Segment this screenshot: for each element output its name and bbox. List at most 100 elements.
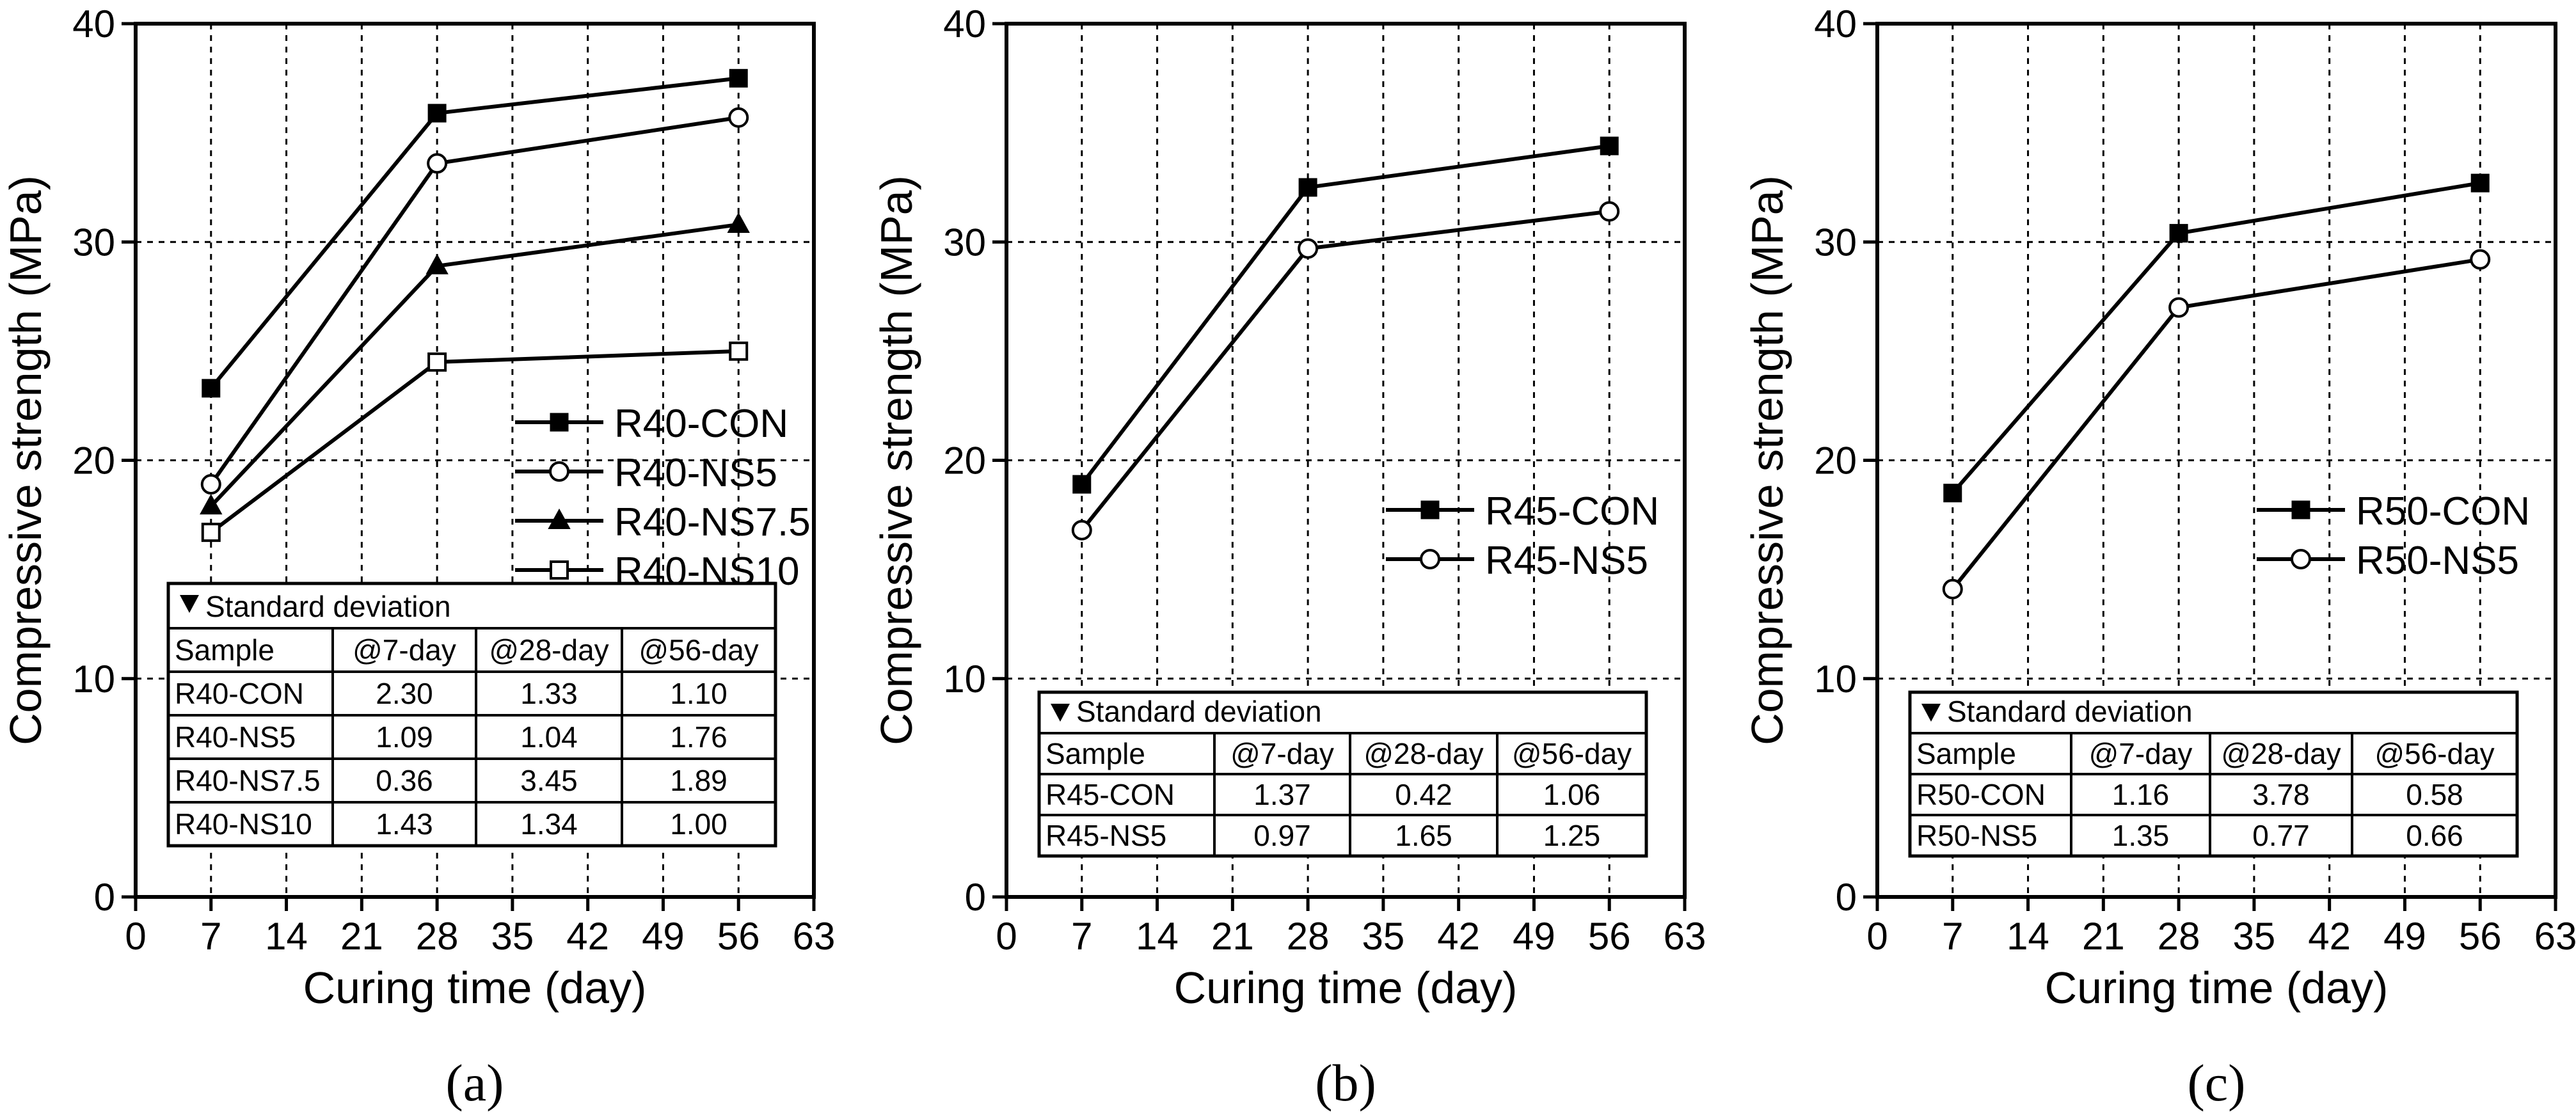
sd-table-cell: 1.89 [670, 764, 727, 797]
x-axis-title: Curing time (day) [1174, 963, 1518, 1013]
y-axis-title: Compressive strength (MPa) [1742, 175, 1792, 745]
legend-label: R50-NS5 [2356, 539, 2519, 583]
legend-marker [550, 560, 569, 580]
y-tick-label: 0 [94, 876, 115, 919]
x-tick-label: 14 [2007, 915, 2049, 958]
sd-table-cell: 1.10 [670, 677, 727, 710]
y-tick-label: 30 [943, 221, 986, 264]
sd-table-cell: 3.78 [2252, 778, 2310, 811]
plot-frame [134, 22, 816, 899]
legend-marker [1420, 549, 1440, 569]
sd-table-cell: 0.66 [2406, 819, 2463, 852]
sd-table-cell: 1.16 [2112, 778, 2170, 811]
x-tick-label: 49 [642, 915, 685, 958]
legend-label: R45-NS5 [1485, 539, 1648, 583]
series-r40-con [202, 68, 748, 398]
legend-label: R40-CON [614, 402, 788, 446]
chart-panel-a: 0 7 14 21 28 35 42 49 56 63 0 10 20 30 40 Curing time (… [1, 3, 835, 1112]
data-point [202, 379, 221, 398]
data-point [1298, 238, 1319, 259]
chart-panel-c: 0 7 14 21 28 35 42 49 56 63 0 10 20 30 40 Curing time (… [1742, 3, 2576, 1112]
sd-table-title: Standard deviation [1076, 695, 1322, 728]
series-r40-ns10 [201, 341, 749, 543]
sd-table-cell: R40-NS7.5 [175, 764, 321, 797]
series-line [1951, 181, 2481, 495]
x-tick-label: 49 [2383, 915, 2426, 958]
x-tick-label: 35 [2233, 915, 2276, 958]
y-tick-label: 0 [965, 876, 986, 919]
data-point [1600, 136, 1619, 155]
x-tick-label: 63 [2534, 915, 2576, 958]
x-axis-title: Curing time (day) [303, 963, 647, 1013]
sd-table: Standard deviation Sample @7-day @28-day @56… [1037, 690, 1648, 858]
data-point [729, 341, 749, 361]
series-r50-ns5 [1942, 249, 2491, 599]
x-tick-label: 28 [1287, 915, 1330, 958]
sd-table-header: Sample [175, 633, 274, 667]
sd-table-cell: 0.77 [2252, 819, 2310, 852]
x-tick-label: 21 [2082, 915, 2125, 958]
sd-table-header: @7-day [1230, 737, 1334, 770]
x-tick-label: 35 [1362, 915, 1405, 958]
sd-table-cell: R50-CON [1916, 778, 2046, 811]
series-r40-ns7-5 [200, 212, 750, 515]
sd-table-title: Standard deviation [205, 590, 451, 623]
x-tick-label: 14 [265, 915, 308, 958]
data-point [425, 253, 449, 274]
data-point [728, 107, 749, 128]
sd-table-cell: 1.34 [520, 807, 578, 841]
data-point [1942, 578, 1963, 599]
legend-label: R40-NS5 [614, 451, 777, 495]
sd-table-title: Standard deviation [1947, 695, 2193, 728]
series-r45-con [1072, 136, 1619, 494]
sd-table-cell: 1.00 [670, 807, 727, 841]
sd-table-header: @28-day [489, 633, 608, 667]
series-r45-ns5 [1071, 201, 1620, 541]
x-tick-label: 21 [1211, 915, 1254, 958]
x-tick-label: 35 [491, 915, 534, 958]
data-point [1072, 475, 1092, 494]
x-tick-label: 49 [1513, 915, 1555, 958]
data-point [1943, 484, 1962, 503]
x-tick-label: 7 [1071, 915, 1092, 958]
sd-table-header: @28-day [2221, 737, 2341, 770]
y-axis-title: Compressive strength (MPa) [871, 175, 921, 745]
sd-table-cell: 3.45 [520, 764, 578, 797]
sd-table-cell: R40-CON [175, 677, 304, 710]
data-point [2470, 173, 2490, 193]
x-tick-label: 7 [1942, 915, 1963, 958]
sd-table-cell: 2.30 [376, 677, 433, 710]
data-point [200, 474, 221, 495]
x-tick-label: 42 [2308, 915, 2351, 958]
x-tick-label: 7 [200, 915, 221, 958]
sd-table-cell: 1.25 [1543, 819, 1601, 852]
sd-table-header: @7-day [353, 633, 456, 667]
x-tick-label: 42 [566, 915, 609, 958]
chart-panel-b: 0 7 14 21 28 35 42 49 56 63 0 10 20 30 40 Curing time (… [871, 3, 1706, 1112]
sd-table-cell: R45-NS5 [1046, 819, 1166, 852]
sd-table-cell: R40-NS5 [175, 720, 296, 754]
series-line [1080, 209, 1610, 532]
x-tick-label: 42 [1437, 915, 1480, 958]
legend-label: R50-CON [2356, 489, 2530, 534]
data-point [2168, 297, 2190, 318]
sd-table-cell: 0.42 [1395, 778, 1452, 811]
y-tick-label: 10 [1814, 658, 1857, 701]
sd-table-cell: 1.09 [376, 720, 433, 754]
sd-table-cell: 0.36 [376, 764, 433, 797]
legend-marker [1420, 500, 1440, 519]
sd-table-cell: 1.35 [2112, 819, 2170, 852]
sd-table-header: @7-day [2089, 737, 2193, 770]
sd-table-cell: R40-NS10 [175, 807, 312, 841]
data-point [1298, 178, 1317, 197]
data-point [2470, 249, 2491, 270]
data-point [727, 212, 750, 233]
plot-frame [1005, 22, 1687, 899]
y-tick-label: 10 [943, 658, 986, 701]
x-tick-label: 56 [1588, 915, 1631, 958]
x-tick-label: 21 [340, 915, 383, 958]
legend: R50-CON R50-NS5 [2257, 489, 2530, 583]
legend: R45-CON R45-NS5 [1386, 489, 1659, 583]
y-tick-label: 10 [72, 658, 115, 701]
legend-marker [2291, 549, 2311, 569]
